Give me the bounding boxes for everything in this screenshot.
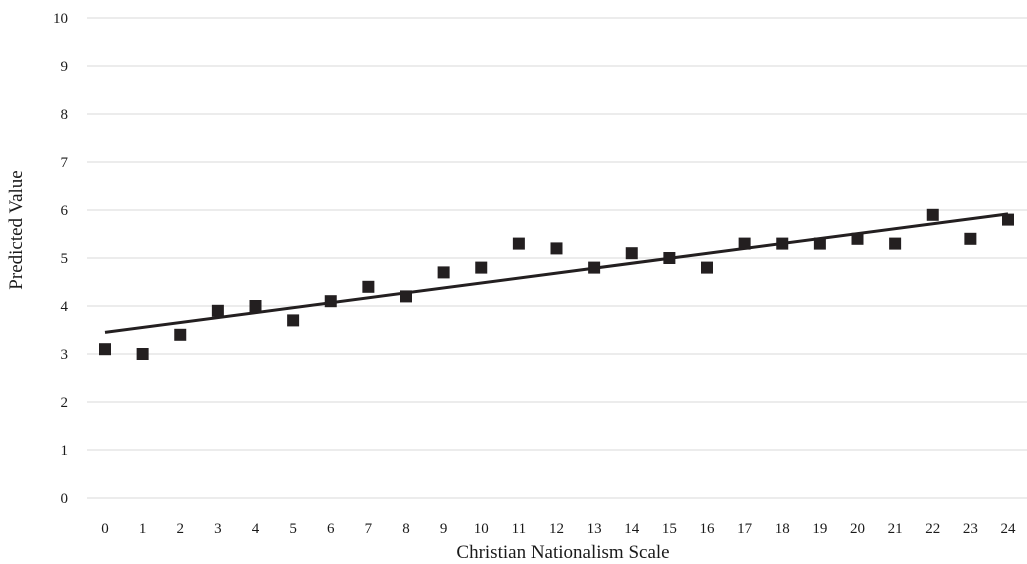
x-tick-label: 1 (139, 521, 147, 537)
y-tick-label: 0 (61, 491, 69, 507)
x-axis-title: Christian Nationalism Scale (456, 542, 669, 563)
y-tick-label: 4 (61, 299, 69, 315)
data-point (588, 261, 601, 274)
data-point (1002, 213, 1014, 226)
x-tick-label: 7 (365, 521, 373, 537)
y-tick-labels: 0 1 2 3 4 5 6 7 8 9 10 (53, 11, 69, 507)
data-point (512, 237, 525, 250)
x-tick-label: 13 (587, 521, 602, 537)
data-point (475, 261, 488, 274)
data-point (550, 242, 563, 255)
data-point (400, 290, 412, 303)
x-tick-label: 4 (252, 521, 260, 537)
data-point (625, 247, 638, 260)
y-axis-title: Predicted Value (6, 170, 27, 289)
x-tick-label: 9 (440, 521, 448, 537)
x-tick-label: 12 (549, 521, 564, 537)
x-tick-label: 18 (775, 521, 790, 537)
data-point (324, 295, 337, 308)
x-tick-label: 11 (512, 521, 526, 537)
x-tick-label: 5 (289, 521, 297, 537)
x-tick-label: 23 (963, 521, 978, 537)
x-tick-label: 21 (888, 521, 903, 537)
y-tick-label: 10 (53, 11, 68, 27)
x-tick-label: 2 (177, 521, 185, 537)
trendline (104, 212, 1009, 334)
data-point (249, 300, 262, 312)
y-tick-label: 8 (61, 107, 69, 123)
y-tick-label: 1 (61, 443, 69, 459)
x-tick-label: 0 (101, 521, 109, 537)
gridlines (87, 17, 1027, 499)
trendline-layer (104, 212, 1009, 334)
x-tick-labels: 0 1 2 3 4 5 6 7 8 9 10 11 12 13 14 15 16 17 18 19 20 21 22 23 24 (101, 521, 1016, 537)
x-tick-label: 14 (624, 521, 640, 537)
x-tick-label: 22 (925, 521, 940, 537)
data-point (889, 237, 902, 250)
y-tick-label: 7 (61, 155, 69, 171)
x-tick-label: 8 (402, 521, 410, 537)
data-point (964, 232, 977, 245)
x-tick-label: 19 (812, 521, 827, 537)
x-tick-label: 3 (214, 521, 222, 537)
x-tick-label: 17 (737, 521, 753, 537)
x-tick-label: 10 (474, 521, 489, 537)
data-point (926, 208, 939, 221)
data-point (99, 343, 111, 356)
y-tick-label: 5 (61, 251, 69, 267)
y-tick-label: 6 (61, 203, 69, 219)
data-point (136, 348, 149, 360)
x-tick-label: 24 (1001, 521, 1017, 537)
x-tick-label: 16 (700, 521, 716, 537)
x-tick-label: 6 (327, 521, 335, 537)
data-point (362, 280, 375, 293)
y-tick-label: 2 (61, 395, 69, 411)
y-tick-label: 9 (61, 59, 69, 75)
data-point (738, 237, 751, 250)
data-point (776, 237, 789, 250)
data-point (287, 314, 300, 327)
data-point (851, 232, 864, 245)
data-point (813, 237, 826, 250)
y-tick-label: 3 (61, 347, 69, 363)
data-point (701, 261, 713, 274)
data-point (437, 266, 450, 279)
data-point (663, 252, 676, 264)
data-point (211, 304, 224, 317)
data-points (99, 208, 1014, 360)
x-tick-label: 20 (850, 521, 865, 537)
x-tick-label: 15 (662, 521, 677, 537)
data-point (174, 328, 187, 341)
